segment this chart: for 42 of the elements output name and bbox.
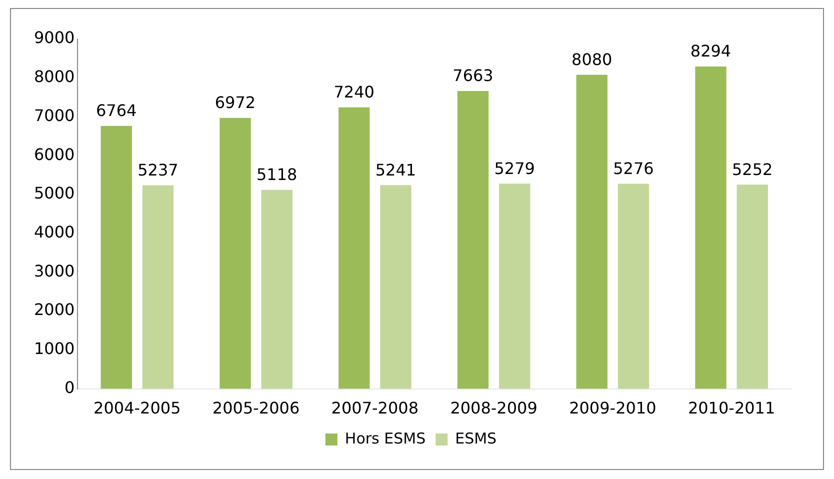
y-tick-label: 1000 <box>34 339 75 358</box>
y-tick-label: 6000 <box>34 144 75 164</box>
y-tick-label: 5000 <box>34 184 75 203</box>
bar <box>261 190 292 389</box>
x-tick-label: 2010-2011 <box>688 398 776 418</box>
x-tick-label: 2004-2005 <box>94 398 181 418</box>
y-tick-label: 3000 <box>34 261 75 280</box>
bar <box>220 118 251 389</box>
data-label: 5279 <box>494 158 535 178</box>
x-tick-label: 2008-2009 <box>450 398 538 418</box>
data-label: 6764 <box>96 101 137 120</box>
bar <box>618 184 650 389</box>
x-tick-label: 2005-2006 <box>212 398 300 418</box>
data-label: 6972 <box>214 92 256 112</box>
data-label: 7240 <box>334 82 374 102</box>
x-tick-label: 2007-2008 <box>331 398 419 418</box>
data-label: 8294 <box>690 42 732 61</box>
bar <box>457 90 489 389</box>
data-label: 8080 <box>572 50 612 69</box>
y-tick-label: 0 <box>64 378 75 397</box>
legend-label: ESMS <box>455 429 497 448</box>
y-tick-label: 9000 <box>34 28 75 48</box>
bar <box>695 66 726 389</box>
y-tick-label: 4000 <box>34 222 75 242</box>
bar <box>499 184 530 389</box>
data-label: 5241 <box>375 160 416 180</box>
bar <box>736 184 768 389</box>
bar <box>100 126 132 389</box>
data-label: 5237 <box>138 160 178 180</box>
data-label: 5118 <box>256 165 298 184</box>
data-label: 7663 <box>452 66 494 86</box>
data-label: 5276 <box>613 158 654 178</box>
y-tick-label: 7000 <box>34 106 75 125</box>
x-tick-label: 2009-2010 <box>569 398 656 418</box>
bar <box>380 185 412 389</box>
bar <box>338 107 370 389</box>
bar <box>576 74 608 389</box>
y-tick-label: 2000 <box>34 300 75 320</box>
legend-label: Hors ESMS <box>344 429 426 448</box>
y-tick-label: 8000 <box>34 67 75 86</box>
bar <box>142 185 174 389</box>
data-label: 5252 <box>732 160 773 179</box>
